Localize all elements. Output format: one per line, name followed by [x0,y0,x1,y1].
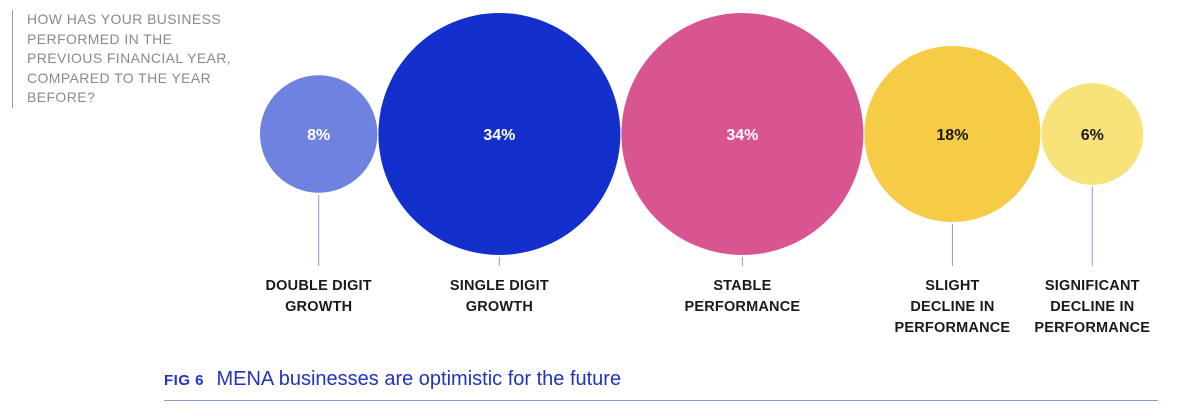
bubble-3 [621,13,864,255]
figure-label: FIG 6 [164,372,205,389]
survey-question: HOW HAS YOUR BUSINESS PERFORMED IN THE P… [12,10,242,108]
data-label-1: 8% [307,127,330,144]
figure-caption: FIG 6 MENA businesses are optimistic for… [164,368,1158,401]
category-label-2: SINGLE DIGIT GROWTH [450,278,549,315]
bubble-2 [378,13,621,255]
data-label-5: 6% [1081,127,1104,144]
bubble-1 [260,75,378,193]
figure-title: MENA businesses are optimistic for the f… [216,368,622,390]
data-label-3: 34% [726,127,758,144]
data-label-2: 34% [483,127,515,144]
category-label-3: STABLE PERFORMANCE [684,278,800,315]
data-label-4: 18% [936,127,968,144]
bubble-5 [1041,83,1144,185]
category-label-4: SLIGHT DECLINE IN PERFORMANCE [895,278,1011,336]
bubble-chart: 8% 34% 34% 18% 6% DOUBLE DIGIT GROWTH SINGLE D… [260,13,1150,336]
bubble-4 [864,45,1041,223]
category-label-5: SIGNIFICANT DECLINE IN PERFORMANCE [1034,278,1150,336]
category-label-1: DOUBLE DIGIT GROWTH [266,278,372,315]
